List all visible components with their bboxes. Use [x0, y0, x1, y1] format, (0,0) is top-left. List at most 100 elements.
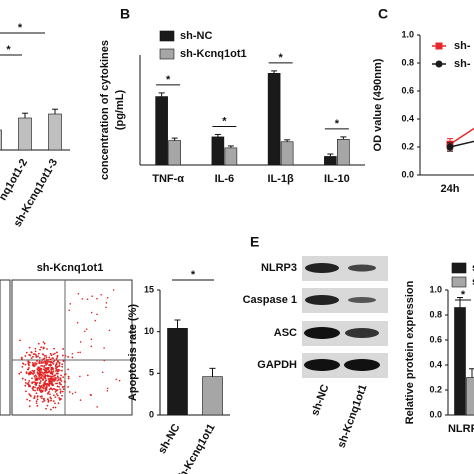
- flow-dot: [58, 385, 60, 388]
- flow-dot: [48, 385, 51, 387]
- flow-dot: [61, 369, 63, 372]
- bar: [18, 117, 32, 151]
- flow-dot: [45, 360, 48, 363]
- flow-dot: [27, 382, 30, 384]
- flow-dot: [53, 387, 55, 390]
- legend-label: sh-NC: [180, 30, 212, 42]
- flow-dot: [37, 352, 40, 355]
- panel-label: C: [378, 6, 388, 22]
- flow-dot: [39, 395, 42, 398]
- flow-dot: [34, 347, 37, 350]
- flow-dot: [41, 400, 44, 403]
- flow-dot: [24, 363, 27, 366]
- bar: [324, 156, 337, 166]
- flow-dot: [60, 374, 63, 377]
- flow-dot: [36, 368, 39, 371]
- flow-dot: [90, 345, 93, 348]
- y-tick-label: 10: [144, 326, 154, 336]
- flow-dot: [90, 394, 93, 396]
- flow-dot: [50, 397, 53, 400]
- blot-row-label: NLRP3: [261, 262, 297, 274]
- flow-dot: [41, 378, 44, 381]
- y-tick-label: 0.8: [401, 57, 414, 67]
- flow-dot: [44, 388, 47, 391]
- flow-dot: [38, 360, 41, 363]
- flow-dot: [34, 377, 37, 379]
- flow-dot: [25, 351, 28, 354]
- flow-dot: [67, 368, 70, 371]
- y-tick-label: 0.4: [429, 359, 442, 369]
- flow-dot: [20, 371, 22, 374]
- flow-dot: [54, 390, 57, 393]
- flow-dot: [76, 321, 79, 324]
- flow-dot: [35, 400, 38, 403]
- x-tick-label: 24h: [441, 183, 460, 195]
- flow-dot: [28, 373, 30, 376]
- flow-dot: [50, 399, 52, 402]
- x-tick-label: nq1ot1-2: [0, 157, 30, 203]
- flow-dot: [41, 359, 44, 361]
- flow-dot: [42, 353, 44, 356]
- y-tick-label: 5: [149, 368, 154, 378]
- panel-label: B: [120, 6, 130, 22]
- flow-dot: [61, 354, 64, 357]
- legend-label: sh: [472, 262, 474, 274]
- flow-dot: [46, 404, 49, 407]
- flow-dot: [52, 368, 54, 371]
- flow-dot: [41, 364, 44, 367]
- flow-dot: [71, 392, 74, 395]
- flow-dot: [106, 389, 109, 392]
- flow-dot: [54, 367, 57, 370]
- y-tick-label: 0.8: [429, 309, 442, 319]
- flow-dot: [47, 398, 49, 401]
- blot-row-label: ASC: [274, 327, 297, 339]
- flow-dot: [24, 378, 27, 381]
- flow-dot: [57, 370, 59, 373]
- flow-dot: [79, 341, 82, 343]
- flow-dot: [53, 374, 56, 377]
- flow-dot: [45, 367, 48, 370]
- bar: [168, 140, 181, 166]
- flow-dot: [94, 319, 97, 322]
- flow-dot: [36, 377, 38, 380]
- flow-dot: [32, 353, 35, 356]
- flow-dot: [24, 384, 27, 387]
- flow-dot: [49, 352, 52, 355]
- flow-dot: [48, 370, 51, 373]
- flow-dot: [71, 356, 74, 359]
- flow-dot: [79, 375, 81, 378]
- bar: [454, 307, 466, 416]
- flow-dot: [35, 392, 38, 395]
- flow-dot: [32, 381, 35, 384]
- flow-dot: [81, 298, 84, 300]
- x-tick-label: IL-10: [324, 173, 350, 185]
- flow-dot: [79, 399, 82, 401]
- blot-lane-label: sh-NC: [309, 383, 331, 418]
- flow-dot: [47, 392, 49, 395]
- flow-dot: [36, 359, 39, 362]
- flow-dot: [53, 347, 55, 350]
- legend-swatch: [159, 48, 175, 60]
- flow-dot: [58, 369, 61, 372]
- flow-dot: [46, 382, 49, 385]
- flow-dot: [28, 361, 31, 364]
- flow-dot: [52, 360, 55, 363]
- flow-dot: [118, 379, 121, 382]
- flow-dot: [48, 388, 51, 391]
- flow-dot: [46, 348, 48, 350]
- flow-dot: [21, 357, 23, 359]
- flow-dot: [36, 378, 39, 381]
- legend-label: sh-: [454, 58, 471, 70]
- y-tick-label: 1.0: [401, 29, 414, 39]
- flow-dot: [29, 385, 32, 388]
- flow-dot: [22, 362, 24, 365]
- line: [449, 127, 474, 145]
- sig-star: *: [6, 44, 11, 56]
- flow-dot: [74, 391, 77, 394]
- flow-dot: [91, 295, 94, 297]
- flow-dot: [48, 364, 51, 367]
- flow-dot: [32, 364, 35, 367]
- sig-star: *: [461, 289, 466, 301]
- flow-dot: [54, 370, 57, 372]
